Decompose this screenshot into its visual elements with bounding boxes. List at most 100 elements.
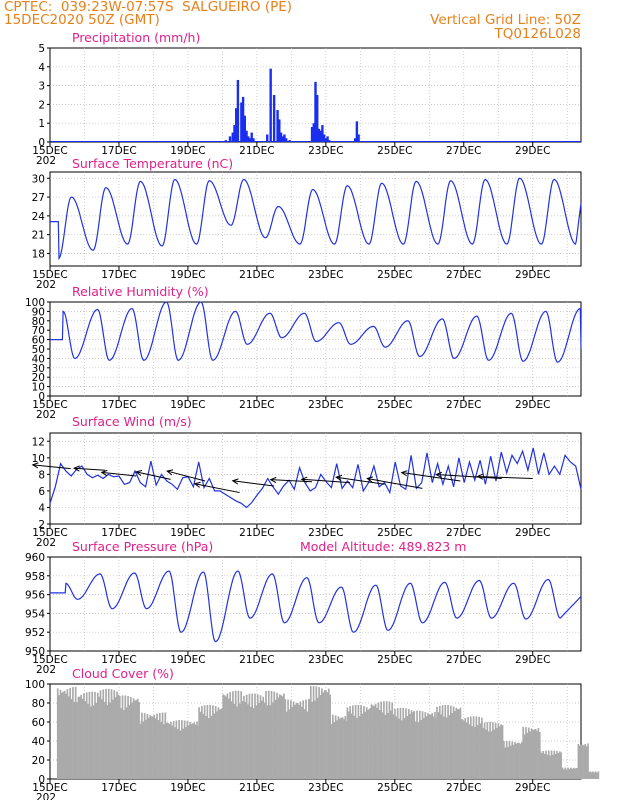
cloud-bar bbox=[315, 686, 318, 779]
cloud-bar bbox=[212, 705, 214, 779]
cloud-bar bbox=[564, 767, 567, 779]
cloud-bar bbox=[580, 744, 582, 779]
cloud-bar bbox=[102, 689, 105, 779]
cloud-bar bbox=[330, 724, 333, 779]
cloud-bar bbox=[269, 705, 271, 779]
cloud-bar bbox=[353, 715, 356, 779]
cloud-bar bbox=[512, 744, 515, 779]
cloud-bar bbox=[553, 750, 556, 779]
cloud-bar bbox=[424, 712, 427, 779]
cloud-bar bbox=[227, 698, 230, 779]
cloud-bar bbox=[556, 750, 558, 779]
cloud-bar bbox=[189, 722, 191, 779]
cloud-bar bbox=[487, 731, 490, 779]
cloud-bar bbox=[78, 696, 81, 779]
cloud-bar bbox=[464, 718, 467, 779]
cloud-bar bbox=[333, 722, 336, 779]
x-tick-label: 15DEC bbox=[32, 527, 67, 539]
cloud-bar bbox=[374, 703, 377, 779]
cloud-bar bbox=[568, 769, 571, 779]
y-tick-label: 60 bbox=[32, 717, 45, 729]
precip-bar bbox=[326, 136, 329, 142]
y-tick-label: 950 bbox=[25, 646, 45, 658]
cloud-bar bbox=[298, 704, 300, 779]
cloud-bar bbox=[482, 727, 485, 779]
y-tick-label: 3 bbox=[38, 81, 45, 93]
series-line bbox=[49, 447, 582, 509]
y-tick-label: 4 bbox=[38, 62, 45, 74]
cloud-bar bbox=[103, 701, 106, 779]
cloud-bar bbox=[150, 716, 153, 779]
cloud-bar bbox=[85, 692, 88, 779]
cloud-bar bbox=[529, 731, 531, 779]
cloud-bar bbox=[201, 706, 203, 779]
cloud-bar bbox=[109, 702, 111, 779]
cloud-bar bbox=[107, 688, 110, 779]
x-tick-label: 19DEC bbox=[170, 269, 205, 281]
x-tick-year: 202 bbox=[36, 409, 56, 421]
cloud-bar bbox=[378, 710, 381, 779]
cloud-bar bbox=[368, 708, 371, 779]
cloud-bar bbox=[147, 717, 150, 779]
cloud-bar bbox=[96, 692, 99, 779]
cloud-bar bbox=[74, 686, 77, 779]
wind-arrow-head bbox=[400, 470, 408, 477]
cloud-bar bbox=[194, 724, 197, 779]
cloud-bar bbox=[461, 719, 464, 779]
precip-bar bbox=[250, 132, 253, 142]
wind-arrow bbox=[167, 470, 206, 482]
cloud-bar bbox=[196, 721, 198, 779]
wind-arrow-head bbox=[269, 476, 277, 484]
cloud-bar bbox=[398, 718, 400, 779]
cloud-bar bbox=[387, 712, 389, 779]
wind-arrow-head bbox=[366, 476, 374, 483]
wind-arrow bbox=[74, 467, 106, 471]
y-tick-label: 20 bbox=[32, 372, 45, 384]
cloud-bar bbox=[413, 710, 416, 779]
cloud-bar bbox=[127, 696, 129, 779]
cloud-bar bbox=[550, 750, 553, 779]
cloud-bar bbox=[87, 703, 89, 779]
x-tick-label: 21DEC bbox=[239, 782, 274, 794]
y-tick-label: 958 bbox=[25, 571, 45, 583]
cloud-bar bbox=[549, 755, 551, 779]
series-line bbox=[50, 177, 582, 261]
wind-arrow bbox=[301, 478, 351, 484]
cloud-bar bbox=[405, 708, 407, 779]
cloud-bar bbox=[594, 771, 597, 779]
y-tick-label: 0 bbox=[38, 137, 45, 149]
precip-bar bbox=[322, 134, 326, 142]
y-tick-label: 100 bbox=[25, 679, 45, 691]
y-tick-label: 40 bbox=[32, 736, 45, 748]
header-grid-note: Vertical Grid Line: 50Z bbox=[430, 12, 581, 28]
cloud-bar bbox=[381, 712, 384, 779]
cloud-bar bbox=[560, 752, 562, 779]
cloud-bar bbox=[343, 719, 345, 779]
cloud-bar bbox=[285, 711, 288, 779]
cloud-bar bbox=[117, 694, 120, 779]
y-tick-label: 60 bbox=[32, 335, 45, 347]
cloud-bar bbox=[496, 727, 498, 779]
x-tick-label: 17DEC bbox=[101, 145, 136, 157]
cloud-bar bbox=[248, 693, 251, 779]
cloud-bar bbox=[135, 700, 138, 779]
header-station: CPTEC: 039:23W-07:57S SALGUEIRO (PE) bbox=[4, 0, 293, 15]
cloud-bar bbox=[412, 719, 414, 779]
cloud-bar bbox=[476, 725, 479, 779]
cloud-bar bbox=[179, 730, 182, 779]
cloud-bar bbox=[172, 721, 175, 779]
panel-title: Surface Wind (m/s) bbox=[72, 414, 192, 429]
cloud-bar bbox=[258, 702, 260, 779]
cloud-bar bbox=[323, 690, 326, 779]
cloud-bar bbox=[385, 701, 388, 779]
cloud-bar bbox=[460, 719, 462, 779]
cloud-bar bbox=[416, 710, 418, 779]
cloud-bar bbox=[163, 724, 165, 779]
x-tick-label: 29DEC bbox=[515, 527, 550, 539]
x-tick-label: 29DEC bbox=[515, 654, 550, 666]
cloud-bar bbox=[590, 772, 593, 779]
cloud-bar bbox=[354, 704, 357, 779]
cloud-bar bbox=[463, 720, 465, 779]
cloud-bar bbox=[116, 691, 118, 779]
